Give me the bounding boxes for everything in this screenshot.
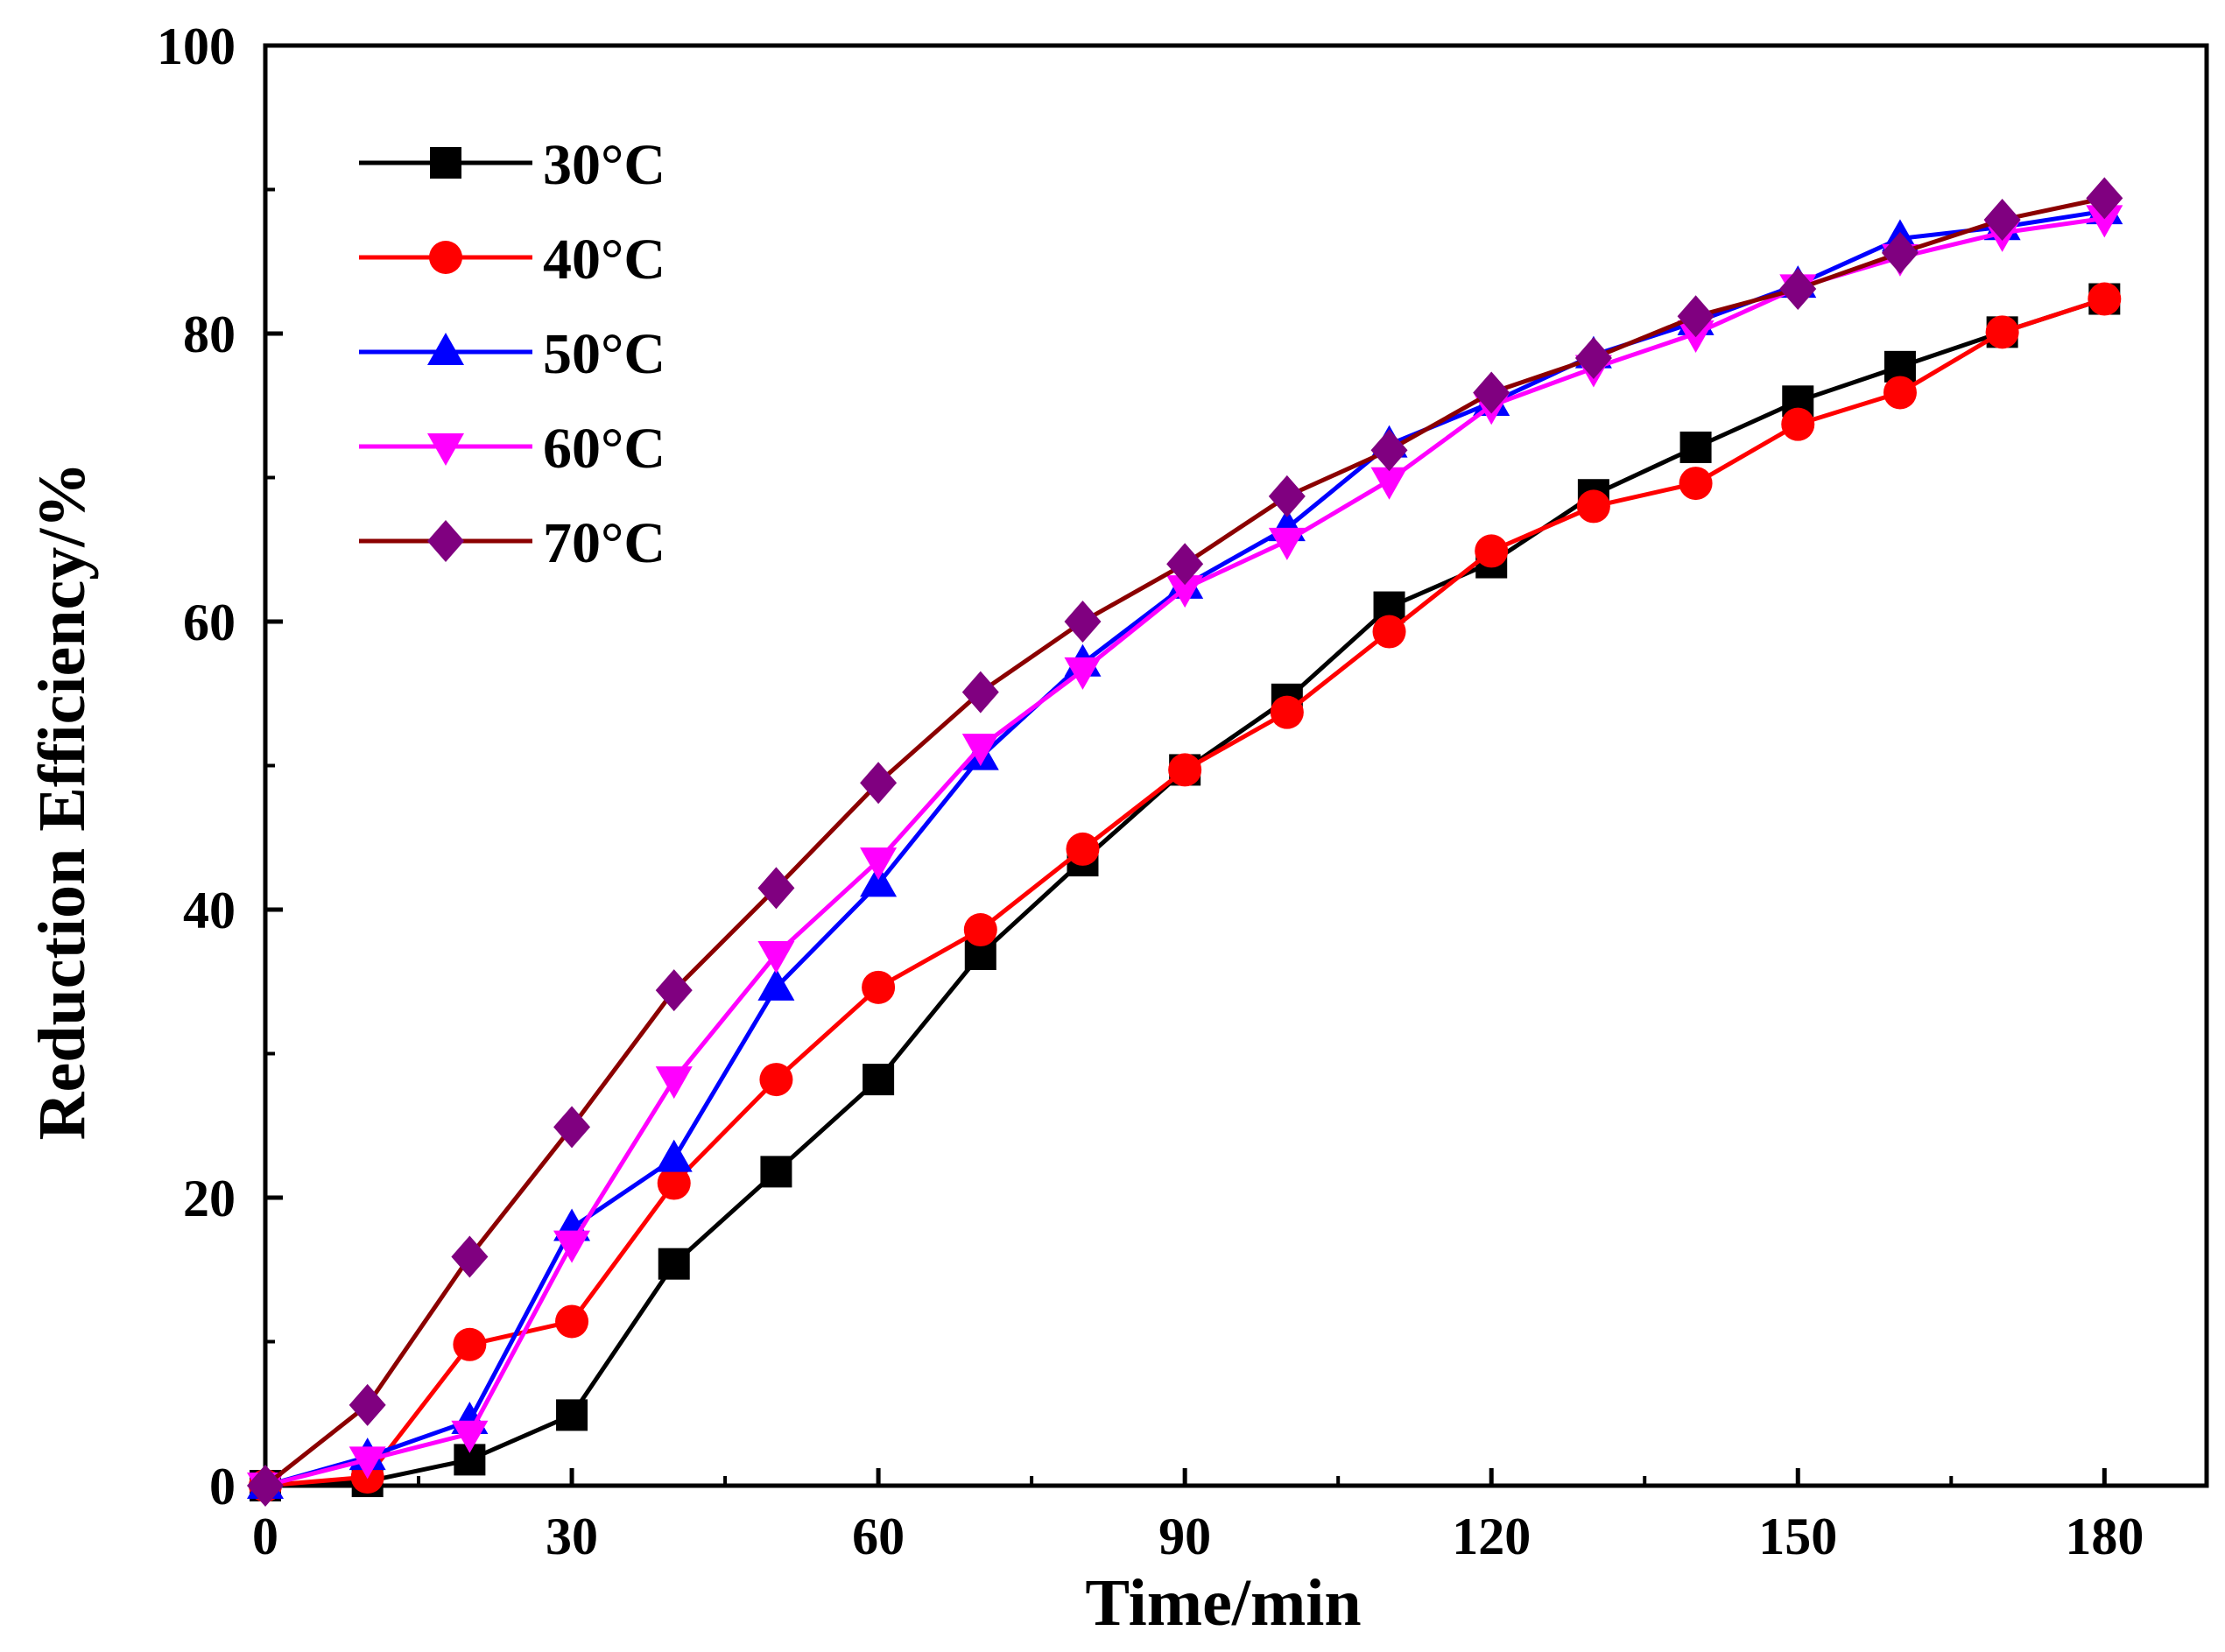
legend-marker <box>427 433 464 466</box>
x-tick-label: 0 <box>252 1508 278 1565</box>
data-point <box>863 1064 895 1096</box>
x-tick-label: 150 <box>1758 1508 1837 1565</box>
data-point <box>1983 199 2021 242</box>
data-point <box>1268 475 1306 517</box>
legend-item: 40°C <box>359 228 665 292</box>
data-point <box>1677 295 1715 338</box>
data-point <box>1475 534 1509 568</box>
data-point <box>1166 575 1204 608</box>
data-point <box>1268 527 1306 560</box>
series-1 <box>249 282 2122 1502</box>
data-point <box>453 1327 487 1361</box>
legend-label: 40°C <box>543 228 665 292</box>
data-point <box>1881 231 1919 274</box>
legend-marker <box>429 241 462 274</box>
data-point <box>556 1399 588 1431</box>
data-point <box>658 1248 690 1280</box>
data-point <box>247 1465 284 1507</box>
data-point <box>349 1383 386 1426</box>
data-point <box>553 1230 591 1263</box>
data-point <box>862 970 896 1004</box>
data-point <box>1985 315 2019 349</box>
data-point <box>760 1156 792 1188</box>
x-tick-label: 90 <box>1158 1508 1211 1565</box>
data-point <box>657 1166 691 1200</box>
x-tick-label: 120 <box>1452 1508 1531 1565</box>
legend-label: 70°C <box>543 511 665 575</box>
data-point <box>1781 407 1815 441</box>
data-point <box>860 847 898 881</box>
data-point <box>759 1063 793 1097</box>
x-tick-label: 60 <box>852 1508 905 1565</box>
data-point <box>349 1446 386 1480</box>
data-point <box>860 864 898 897</box>
legend-label: 30°C <box>543 133 665 197</box>
x-tick-label: 180 <box>2065 1508 2144 1565</box>
data-point <box>1166 543 1204 586</box>
data-point <box>961 671 999 714</box>
data-point <box>451 1235 489 1278</box>
y-tick-label: 0 <box>209 1458 236 1515</box>
legend-item: 60°C <box>359 417 665 481</box>
data-point <box>961 734 999 767</box>
y-tick-label: 20 <box>183 1170 236 1227</box>
legend-item: 50°C <box>359 322 665 386</box>
data-point <box>1066 832 1100 866</box>
y-tick-label: 40 <box>183 882 236 939</box>
data-point <box>963 913 997 947</box>
data-point <box>451 1420 489 1453</box>
data-point <box>1168 753 1202 787</box>
legend-item: 70°C <box>359 511 665 575</box>
data-point <box>2086 205 2123 238</box>
legend-item: 30°C <box>359 133 665 197</box>
x-axis-title: Time/min <box>1085 1566 1361 1640</box>
y-axis-title: Reduction Efficiency/% <box>25 462 99 1141</box>
data-point <box>1576 489 1610 524</box>
data-point <box>655 969 693 1012</box>
data-point <box>757 940 795 974</box>
x-tick-label: 30 <box>546 1508 598 1565</box>
data-point <box>757 867 795 910</box>
data-point <box>655 1139 693 1172</box>
data-point <box>1064 601 1102 643</box>
series-line <box>264 297 2106 1488</box>
series-line <box>264 215 2105 1488</box>
data-point <box>860 762 898 805</box>
data-point <box>553 1106 591 1149</box>
y-tick-label: 60 <box>183 594 236 651</box>
data-point <box>1779 268 1817 311</box>
data-point <box>1270 695 1304 729</box>
data-point <box>2088 282 2122 316</box>
data-point <box>1679 467 1713 501</box>
series-4 <box>247 177 2123 1507</box>
series-line <box>264 208 2105 1488</box>
legend-marker <box>427 520 464 562</box>
y-tick-label: 100 <box>157 18 236 75</box>
data-point <box>1574 336 1612 379</box>
y-tick-label: 80 <box>183 306 236 363</box>
data-point <box>1679 431 1712 463</box>
data-point <box>1370 429 1408 472</box>
data-point <box>1064 657 1102 690</box>
series-line <box>264 297 2106 1488</box>
data-point <box>757 967 795 1001</box>
data-point <box>2086 177 2123 220</box>
data-point <box>555 1304 589 1339</box>
data-point <box>655 1066 693 1100</box>
data-point <box>1473 371 1510 414</box>
legend-marker <box>427 333 464 365</box>
legend-label: 50°C <box>543 322 665 386</box>
legend-label: 60°C <box>543 417 665 481</box>
data-point <box>1372 615 1406 649</box>
legend-marker <box>430 147 461 179</box>
data-point <box>1370 467 1408 500</box>
data-point <box>1883 376 1917 410</box>
